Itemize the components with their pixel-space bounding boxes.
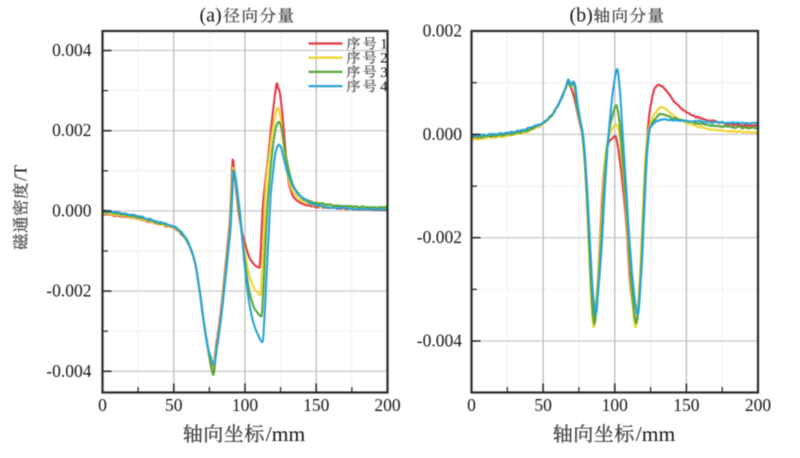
svg-text:0.000: 0.000 (423, 124, 463, 144)
svg-text:0.002: 0.002 (423, 21, 462, 41)
svg-text:0: 0 (467, 395, 476, 415)
svg-text:50: 50 (534, 395, 552, 415)
svg-text:3: 3 (380, 65, 388, 81)
svg-text:1: 1 (380, 37, 388, 53)
svg-text:50: 50 (165, 395, 183, 415)
svg-text:200: 200 (374, 395, 401, 415)
svg-text:150: 150 (303, 395, 330, 415)
svg-text:/T: /T (11, 165, 31, 181)
svg-text:/mm: /mm (266, 422, 306, 446)
svg-text:200: 200 (745, 395, 772, 415)
svg-text:(b): (b) (570, 5, 593, 27)
svg-text:(a): (a) (200, 5, 222, 27)
svg-text:0.000: 0.000 (52, 200, 92, 220)
svg-text:100: 100 (602, 395, 629, 415)
svg-text:2: 2 (380, 51, 388, 67)
svg-text:150: 150 (673, 395, 700, 415)
svg-text:4: 4 (380, 79, 388, 95)
svg-text:/mm: /mm (636, 422, 676, 446)
svg-text:-0.004: -0.004 (46, 361, 91, 381)
svg-text:0.004: 0.004 (52, 40, 92, 60)
svg-text:-0.002: -0.002 (46, 281, 91, 301)
svg-text:-0.002: -0.002 (417, 227, 462, 247)
svg-text:0: 0 (98, 395, 107, 415)
svg-text:100: 100 (232, 395, 259, 415)
svg-text:0.002: 0.002 (52, 120, 91, 140)
svg-text:-0.004: -0.004 (417, 331, 462, 351)
